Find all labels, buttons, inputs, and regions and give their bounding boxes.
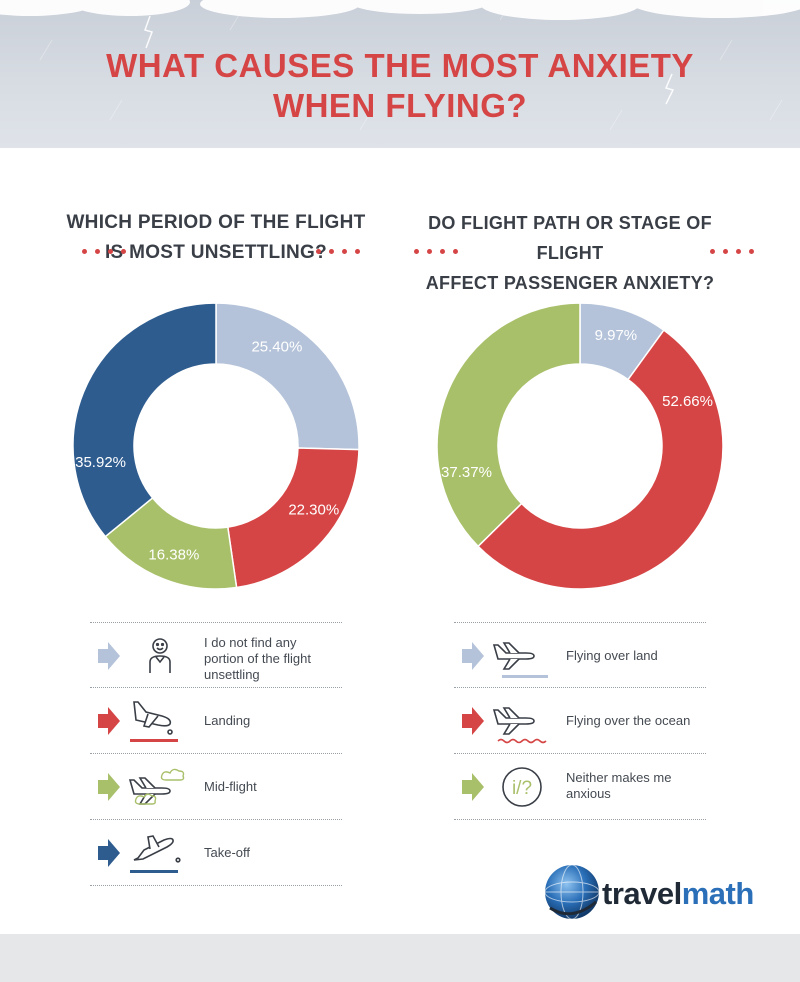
right-title-dots-right xyxy=(710,249,754,255)
arrow-icon xyxy=(462,707,484,735)
donut-slice xyxy=(72,302,217,538)
slice-value-label: 35.92% xyxy=(75,454,126,471)
legend-label: Flying over land xyxy=(566,648,658,663)
travelmath-logo[interactable]: travelmath xyxy=(540,862,770,926)
page-title: WHAT CAUSES THE MOST ANXIETY WHEN FLYING… xyxy=(0,46,800,126)
donut-slice xyxy=(226,447,360,589)
globe-logo-icon xyxy=(544,864,600,920)
wave-line xyxy=(497,738,547,744)
left-chart-title: WHICH PERIOD OF THE FLIGHT IS MOST UNSET… xyxy=(36,208,396,268)
arrow-icon xyxy=(98,839,120,867)
legend-label: Neither makes me xyxy=(566,770,672,785)
legend-label: Take-off xyxy=(204,845,251,860)
legend-item-midflight: Mid-flight xyxy=(90,754,342,820)
legend-item-over-ocean: Flying over the ocean xyxy=(454,688,706,754)
slice-value-label: 52.66% xyxy=(662,393,713,410)
takeoff-plane-icon xyxy=(133,835,181,863)
left-chart-title-line2: IS MOST UNSETTLING? xyxy=(104,242,328,263)
slice-value-label: 22.30% xyxy=(288,501,339,518)
left-chart-title-line1: WHICH PERIOD OF THE FLIGHT xyxy=(66,212,366,233)
slice-value-label: 25.40% xyxy=(251,339,302,356)
arrow-icon xyxy=(98,707,120,735)
ground-line xyxy=(130,870,178,873)
donut-hole xyxy=(499,365,661,527)
legend-item-neither: i/? Neither makes me anxious xyxy=(454,754,706,820)
legend-label: I do not find any xyxy=(204,635,297,650)
midflight-plane-icon xyxy=(128,777,171,805)
donut-slice xyxy=(476,329,724,590)
ground-line xyxy=(130,739,178,742)
legend-label: Landing xyxy=(204,713,251,728)
page-title-line1: WHAT CAUSES THE MOST ANXIETY xyxy=(106,47,694,84)
brand-name-part2: math xyxy=(681,876,755,911)
right-chart-title-line2: AFFECT PASSENGER ANXIETY? xyxy=(425,273,715,293)
slice-value-label: 9.97% xyxy=(595,327,638,344)
right-legend: Flying over land Flying over the ocean i… xyxy=(454,622,706,820)
legend-label: unsettling xyxy=(204,667,260,682)
slice-value-label: 37.37% xyxy=(441,464,492,481)
donut-slice xyxy=(436,302,581,548)
legend-item-landing: Landing xyxy=(90,688,342,754)
cloud-icon xyxy=(134,768,185,805)
plane-over-ocean-icon xyxy=(492,707,535,735)
arrow-icon xyxy=(98,773,120,801)
svg-text:i/?: i/? xyxy=(512,778,532,799)
donut-hole xyxy=(135,365,297,527)
ground-line xyxy=(502,675,548,678)
right-chart-title: DO FLIGHT PATH OR STAGE OF FLIGHT AFFECT… xyxy=(400,208,740,298)
legend-label: Flying over the ocean xyxy=(566,713,691,728)
left-donut-chart: 25.40% 22.30% 16.38% 35.92% xyxy=(72,302,360,590)
right-title-dots-left xyxy=(414,249,458,255)
arrow-icon xyxy=(462,773,484,801)
plane-over-land-icon xyxy=(492,642,535,670)
slice-value-label: 16.38% xyxy=(148,547,199,564)
landing-plane-icon xyxy=(133,701,173,735)
legend-label: portion of the flight xyxy=(204,651,311,666)
left-title-dots-right xyxy=(316,249,360,255)
left-title-dots-left xyxy=(82,249,126,255)
brand-name-part1: travel xyxy=(602,876,682,911)
smiley-person-icon xyxy=(149,638,171,673)
right-chart-title-line1: DO FLIGHT PATH OR STAGE OF FLIGHT xyxy=(428,213,712,263)
left-legend: I do not find any portion of the flight … xyxy=(90,622,342,886)
arrow-icon xyxy=(462,642,484,670)
storm-clouds-decoration xyxy=(0,0,800,131)
legend-item-no-unsettling: I do not find any portion of the flight … xyxy=(90,622,342,688)
donut-slice xyxy=(215,302,360,451)
legend-item-over-land: Flying over land xyxy=(454,622,706,688)
legend-label: Mid-flight xyxy=(204,779,257,794)
legend-label: anxious xyxy=(566,786,611,801)
header-banner: WHAT CAUSES THE MOST ANXIETY WHEN FLYING… xyxy=(0,0,800,148)
footer-bar xyxy=(0,934,800,982)
page-title-line2: WHEN FLYING? xyxy=(272,87,528,124)
legend-item-takeoff: Take-off xyxy=(90,820,342,886)
arrow-icon xyxy=(98,642,120,670)
question-mark-icon: i/? xyxy=(502,767,542,807)
right-donut-chart: 9.97% 52.66% 37.37% xyxy=(436,302,724,590)
